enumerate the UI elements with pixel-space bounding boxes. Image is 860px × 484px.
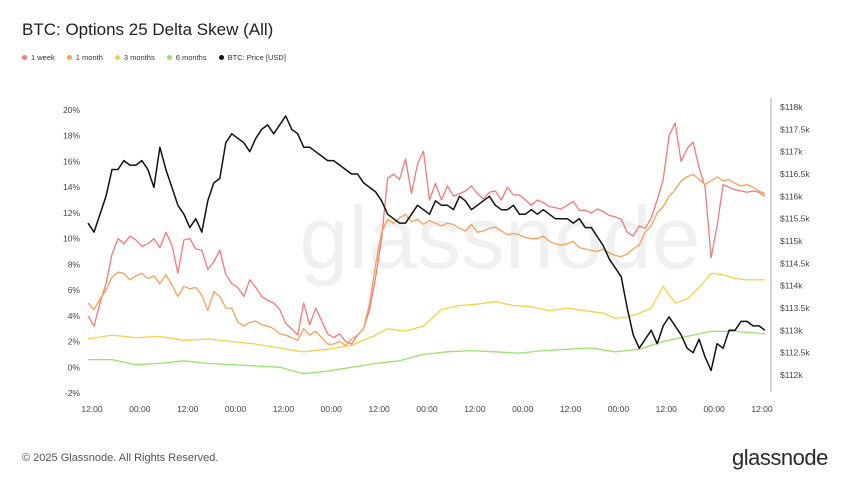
x-tick-label: 12:00 — [177, 404, 199, 414]
brand-logo: glassnode — [732, 445, 828, 470]
x-tick-label: 12:00 — [656, 404, 678, 414]
legend-label-btc-price: BTC: Price [USD] — [227, 53, 286, 62]
y-left-tick-label: 4% — [68, 311, 81, 321]
y-right-tick-label: $115k — [780, 236, 803, 246]
legend-dot-3-months — [114, 55, 120, 60]
y-left-tick-label: 20% — [63, 105, 80, 115]
y-right-tick-label: $117.5k — [780, 124, 810, 134]
copyright-text: © 2025 Glassnode. All Rights Reserved. — [22, 452, 219, 464]
legend-label-3-months: 3 months — [123, 53, 155, 62]
x-tick-label: 12:00 — [369, 404, 391, 414]
series-line-6-months — [88, 330, 766, 375]
y-left-tick-label: 6% — [68, 285, 81, 295]
x-tick-label: 00:00 — [225, 404, 247, 414]
series-line-3-months — [87, 272, 765, 353]
y-right-tick-label: $114k — [780, 281, 803, 291]
y-left-tick-label: 16% — [63, 156, 80, 166]
y-right-tick-label: $115.5k — [780, 214, 810, 224]
legend-item-3-months[interactable]: 3 months — [114, 53, 155, 62]
y-right-tick-label: $116.5k — [780, 169, 810, 179]
y-left-tick-label: 12% — [63, 208, 80, 218]
legend-item-btc-price[interactable]: BTC: Price [USD] — [218, 53, 286, 62]
legend-item-1-week[interactable]: 1 week — [22, 53, 55, 62]
legend-item-6-months[interactable]: 6 months — [166, 53, 207, 62]
legend-label-6-months: 6 months — [175, 53, 207, 62]
legend-dot-1-week — [22, 55, 27, 60]
y-right-tick-label: $118k — [780, 102, 803, 112]
series-line-btc-price-usd — [87, 115, 766, 372]
y-left-tick-label: 18% — [63, 131, 80, 141]
y-left-tick-label: -2% — [65, 388, 81, 398]
y-right-tick-label: $113.5k — [780, 303, 810, 313]
x-tick-label: 12:00 — [751, 404, 773, 414]
y-left-tick-label: 2% — [68, 337, 81, 347]
y-left-tick-label: 8% — [68, 259, 81, 269]
y-right-tick-label: $116k — [780, 191, 803, 201]
y-right-tick-label: $113k — [780, 325, 803, 335]
series-line-1-month — [87, 173, 766, 347]
x-tick-label: 00:00 — [608, 404, 630, 414]
x-tick-label: 00:00 — [321, 404, 343, 414]
page-title: BTC: Options 25 Delta Skew (All) — [22, 20, 274, 39]
legend-label-1-week: 1 week — [31, 53, 55, 62]
series-line-1-week — [87, 122, 766, 345]
legend-item-1-month[interactable]: 1 month — [66, 53, 103, 62]
y-right-tick-label: $112.5k — [780, 348, 810, 358]
y-right-tick-label: $114.5k — [780, 258, 810, 268]
x-tick-label: 00:00 — [704, 404, 726, 414]
y-left-tick-label: 10% — [63, 234, 80, 244]
y-right-tick-label: $112k — [780, 370, 803, 380]
x-tick-label: 00:00 — [512, 404, 534, 414]
watermark: glassnode — [299, 188, 700, 287]
legend-label-1-month: 1 month — [75, 53, 103, 62]
x-tick-label: 00:00 — [129, 404, 151, 414]
legend-dot-6-months — [166, 55, 172, 60]
x-tick-label: 12:00 — [560, 404, 582, 414]
y-right-tick-label: $117k — [780, 147, 803, 157]
y-left-tick-label: 14% — [63, 182, 80, 192]
x-tick-label: 00:00 — [416, 404, 438, 414]
x-tick-label: 12:00 — [464, 404, 486, 414]
x-tick-label: 12:00 — [81, 404, 103, 414]
x-tick-label: 12:00 — [273, 404, 295, 414]
legend-dot-btc-price — [218, 55, 224, 60]
legend-dot-1-month — [66, 55, 72, 60]
y-left-tick-label: 0% — [68, 362, 81, 372]
chart-legend: 1 week 1 month 3 months 6 months BTC: Pr… — [22, 53, 286, 62]
